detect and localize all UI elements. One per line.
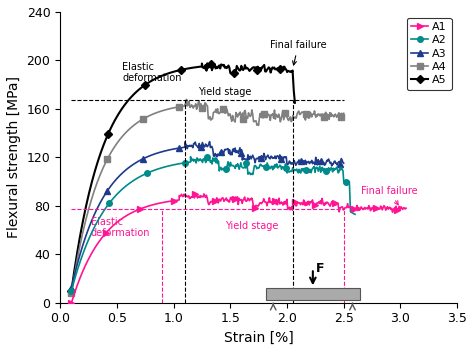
A1 (327, 203, 332, 207)
A5 (248, 67, 254, 71)
A3 (130, 162, 136, 166)
A5 (135, 89, 140, 93)
A4 (184, 97, 190, 101)
A1 (328, 202, 334, 206)
A2 (352, 212, 358, 216)
Text: F: F (316, 262, 325, 275)
Text: Yield stage: Yield stage (199, 87, 252, 97)
A5 (205, 61, 210, 65)
A5 (69, 289, 74, 293)
A2 (239, 164, 245, 169)
A3 (304, 160, 310, 164)
Line: A5: A5 (69, 61, 298, 294)
A2 (310, 165, 316, 170)
X-axis label: Strain [%]: Strain [%] (224, 331, 293, 345)
A1 (263, 200, 268, 204)
A3 (226, 151, 232, 156)
A5 (182, 67, 187, 71)
Line: A2: A2 (69, 153, 358, 294)
A3 (246, 158, 252, 162)
A1 (69, 301, 74, 305)
A2 (247, 170, 253, 175)
A4 (309, 115, 315, 119)
A2 (206, 154, 212, 158)
A3 (207, 139, 212, 144)
Line: A1: A1 (69, 191, 409, 306)
A4 (130, 124, 136, 128)
Y-axis label: Flexural strength [MPa]: Flexural strength [MPa] (7, 76, 21, 238)
A2 (276, 164, 282, 169)
A5 (227, 65, 232, 70)
A1 (403, 206, 409, 210)
Text: Final failure: Final failure (270, 40, 327, 65)
A1 (321, 203, 327, 207)
A3 (69, 286, 74, 290)
Bar (266, 288, 360, 300)
A1 (201, 192, 207, 196)
Line: A4: A4 (69, 96, 346, 296)
A4 (228, 116, 234, 120)
A2 (148, 169, 154, 174)
A5 (292, 101, 298, 105)
A4 (260, 116, 265, 120)
A3 (256, 155, 262, 159)
Line: A3: A3 (69, 139, 346, 291)
A3 (302, 158, 308, 162)
A5 (171, 69, 177, 74)
A4 (341, 111, 346, 115)
A4 (69, 291, 74, 295)
Legend: A1, A2, A3, A4, A5: A1, A2, A3, A4, A5 (407, 18, 452, 90)
A1 (213, 199, 219, 203)
Text: Yield stage: Yield stage (225, 221, 278, 231)
A2 (69, 289, 74, 293)
A3 (341, 161, 346, 165)
A4 (249, 108, 255, 112)
Text: Elastic
deformation: Elastic deformation (91, 217, 150, 238)
A2 (94, 220, 100, 224)
A4 (308, 110, 313, 114)
Text: Elastic
deformation: Elastic deformation (122, 62, 182, 83)
A5 (249, 66, 255, 70)
Text: Final failure: Final failure (361, 186, 417, 205)
A1 (364, 206, 369, 210)
